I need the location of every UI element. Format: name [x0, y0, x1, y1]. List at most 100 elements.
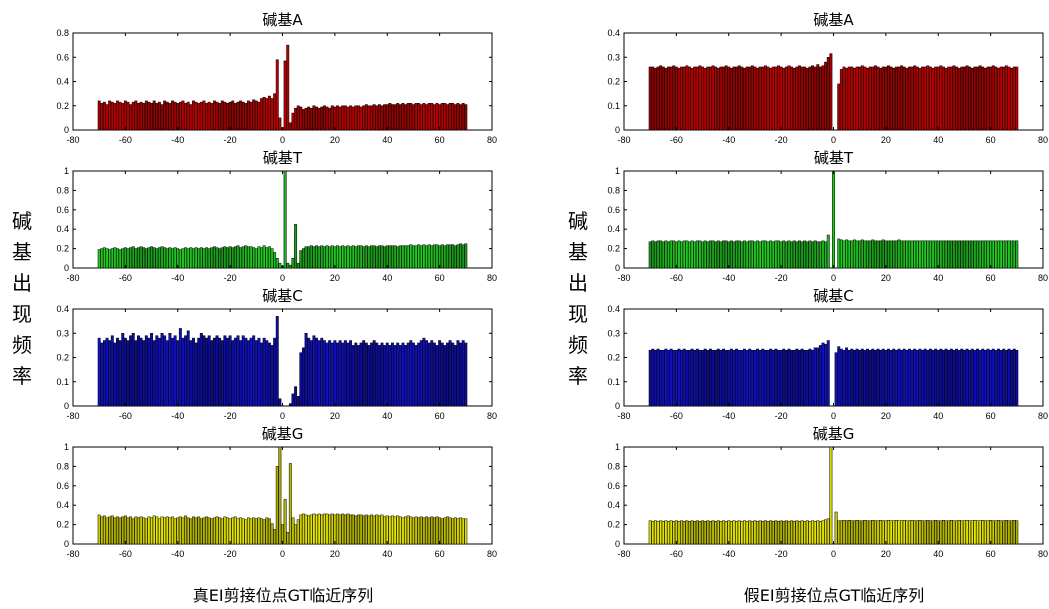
bar	[202, 335, 206, 407]
bar	[711, 65, 715, 131]
bar	[236, 335, 240, 407]
bar	[845, 347, 849, 407]
bar	[254, 340, 258, 407]
bar	[270, 523, 274, 545]
bar	[165, 516, 169, 545]
bar	[845, 67, 849, 131]
bar	[320, 514, 324, 545]
bar	[986, 348, 990, 407]
bar	[147, 247, 151, 269]
bar	[960, 348, 964, 407]
bar	[777, 520, 780, 545]
bar	[212, 100, 216, 131]
bar	[262, 519, 266, 545]
bar	[354, 105, 358, 131]
bar	[784, 349, 788, 407]
bar	[199, 247, 203, 269]
bar	[336, 245, 339, 269]
bar	[677, 348, 681, 407]
y-tick-label: 0	[64, 539, 69, 549]
bar	[866, 240, 870, 269]
bar	[116, 516, 119, 545]
bar	[432, 517, 436, 545]
bar	[674, 520, 678, 545]
bar	[766, 66, 770, 131]
bar	[409, 103, 413, 131]
bar	[257, 246, 261, 269]
bar	[296, 396, 300, 407]
panel-left-2: 碱基C -80 -60 -40 -20 0 20 40 60 80 0 0.1 0.2 0.3 0.4	[56, 287, 497, 421]
bar	[701, 241, 705, 269]
bar	[826, 340, 830, 407]
bar	[186, 101, 190, 131]
bar	[907, 520, 911, 545]
bar	[364, 245, 368, 269]
bar	[267, 95, 271, 131]
panel-right-6: 碱基C -80 -60 -40 -20 0 20 40 60 80 0 0.1 0.2 0.3 0.4	[607, 287, 1048, 421]
bar	[286, 262, 290, 269]
bar	[302, 109, 305, 131]
bar	[824, 241, 828, 269]
bar	[648, 241, 652, 269]
bar	[669, 240, 673, 269]
bar	[249, 518, 253, 545]
bar	[748, 520, 752, 545]
bar	[763, 240, 767, 269]
bar	[680, 66, 684, 131]
bar	[680, 241, 684, 269]
bar	[171, 248, 174, 269]
bar	[123, 247, 127, 269]
bar	[299, 352, 303, 407]
bar	[189, 340, 193, 407]
bar	[808, 348, 812, 407]
bar	[826, 234, 830, 269]
bar	[294, 107, 298, 131]
bar	[968, 520, 972, 545]
bar	[307, 515, 311, 545]
bar	[411, 342, 415, 407]
bar	[913, 240, 917, 269]
bar	[813, 66, 817, 131]
bar	[192, 100, 195, 131]
bar	[317, 107, 321, 131]
bar	[769, 520, 773, 545]
bar	[302, 347, 305, 407]
bar	[322, 513, 326, 545]
bar	[100, 248, 104, 269]
bar	[315, 106, 318, 131]
bar	[714, 66, 718, 131]
bar	[142, 247, 146, 269]
bar	[811, 349, 815, 407]
bar	[766, 241, 770, 269]
bar	[949, 348, 953, 407]
bar	[359, 106, 363, 131]
bar	[241, 518, 245, 545]
bar	[134, 340, 138, 407]
bar	[330, 245, 334, 269]
bar	[706, 520, 710, 545]
bar	[991, 240, 995, 269]
bar	[186, 248, 190, 269]
bar	[803, 66, 807, 131]
bar	[425, 340, 428, 407]
x-tick-label: -20	[224, 135, 237, 145]
bar	[926, 65, 930, 131]
bar	[223, 516, 227, 545]
bar	[414, 516, 418, 545]
bar	[818, 66, 822, 131]
bar	[737, 349, 741, 407]
bar	[346, 106, 350, 131]
bar	[291, 517, 295, 545]
bar	[1007, 348, 1011, 407]
bar	[459, 342, 463, 407]
bar	[341, 245, 345, 269]
bar	[139, 516, 143, 545]
bar	[152, 340, 156, 407]
bar	[401, 245, 405, 269]
bar	[845, 239, 849, 269]
bar	[968, 349, 972, 407]
bar	[377, 245, 381, 269]
bar	[910, 519, 914, 545]
bar	[860, 348, 864, 407]
panel-right-7: 碱基G -80 -60 -40 -20 0 20 40 60 80 0 0.2 0.4 0.6 0.8 1	[607, 425, 1048, 559]
